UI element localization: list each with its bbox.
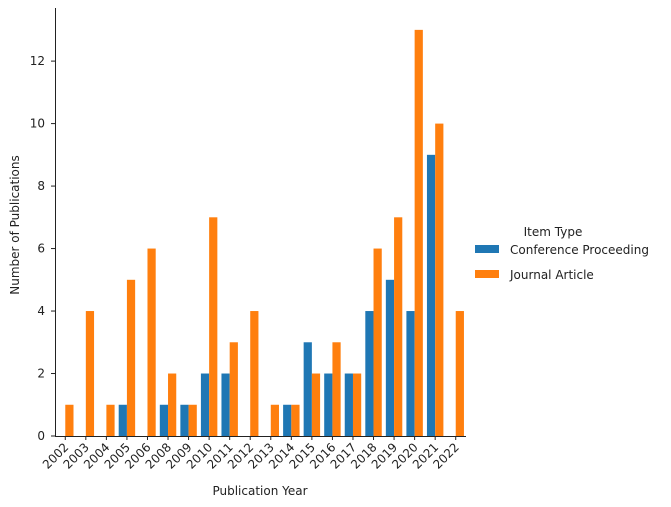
- bar-conference-proceeding-2009: [180, 404, 189, 436]
- bar-journal-article-2014: [291, 404, 300, 436]
- bar-conference-proceeding-2016: [324, 373, 333, 436]
- bar-conference-proceeding-2018: [365, 311, 374, 436]
- bar-journal-article-2020: [414, 29, 423, 437]
- y-tick-label-6: 6: [37, 242, 45, 256]
- legend-label-conference-proceeding: Conference Proceeding: [510, 243, 649, 257]
- bar-journal-article-2021: [435, 123, 444, 436]
- bar-journal-article-2004: [106, 404, 115, 436]
- bar-journal-article-2005: [126, 279, 136, 436]
- bar-journal-article-2009: [188, 404, 197, 436]
- bar-journal-article-2011: [229, 342, 238, 436]
- bar-journal-article-2010: [209, 217, 218, 436]
- bar-conference-proceeding-2019: [385, 279, 395, 436]
- bar-conference-proceeding-2021: [426, 154, 436, 436]
- legend-title: Item Type: [524, 225, 583, 239]
- bar-conference-proceeding-2015: [303, 342, 312, 436]
- y-tick-label-0: 0: [37, 429, 45, 443]
- bar-conference-proceeding-2005: [118, 404, 127, 436]
- bar-journal-article-2012: [250, 311, 259, 436]
- x-axis-ticks: 2002200320042005200620082009201020112012…: [40, 436, 462, 472]
- bar-journal-article-2008: [168, 373, 177, 436]
- bar-conference-proceeding-2010: [200, 373, 210, 436]
- bar-journal-article-2016: [332, 342, 341, 436]
- bar-journal-article-2022: [455, 311, 464, 436]
- y-tick-label-12: 12: [30, 54, 45, 68]
- bar-journal-article-2003: [85, 311, 95, 436]
- x-axis-title: Publication Year: [212, 484, 307, 498]
- bar-journal-article-2015: [311, 373, 321, 436]
- legend-swatch-conference-proceeding: [475, 245, 499, 253]
- y-tick-label-2: 2: [37, 367, 45, 381]
- bar-conference-proceeding-2017: [344, 373, 353, 436]
- bar-conference-proceeding-2008: [159, 404, 169, 436]
- y-tick-label-4: 4: [37, 304, 45, 318]
- bar-journal-article-2006: [147, 248, 156, 436]
- legend: Item Type Conference Proceeding Journal …: [475, 225, 649, 282]
- bar-journal-article-2017: [352, 373, 362, 436]
- y-axis-ticks: 0 2 4 6 8 10 12: [30, 54, 55, 443]
- y-tick-label-10: 10: [30, 117, 45, 131]
- bar-journal-article-2019: [394, 217, 403, 436]
- bar-journal-article-2002: [65, 404, 74, 436]
- y-axis-title: Number of Publications: [8, 155, 22, 295]
- bar-conference-proceeding-2020: [406, 311, 415, 436]
- legend-swatch-journal-article: [475, 270, 499, 278]
- bar-conference-proceeding-2014: [283, 404, 292, 436]
- y-tick-label-8: 8: [37, 179, 45, 193]
- bar-conference-proceeding-2011: [221, 373, 230, 436]
- legend-label-journal-article: Journal Article: [509, 268, 594, 282]
- bar-journal-article-2013: [270, 404, 279, 436]
- bars-layer: [65, 29, 464, 437]
- bar-journal-article-2018: [373, 248, 382, 436]
